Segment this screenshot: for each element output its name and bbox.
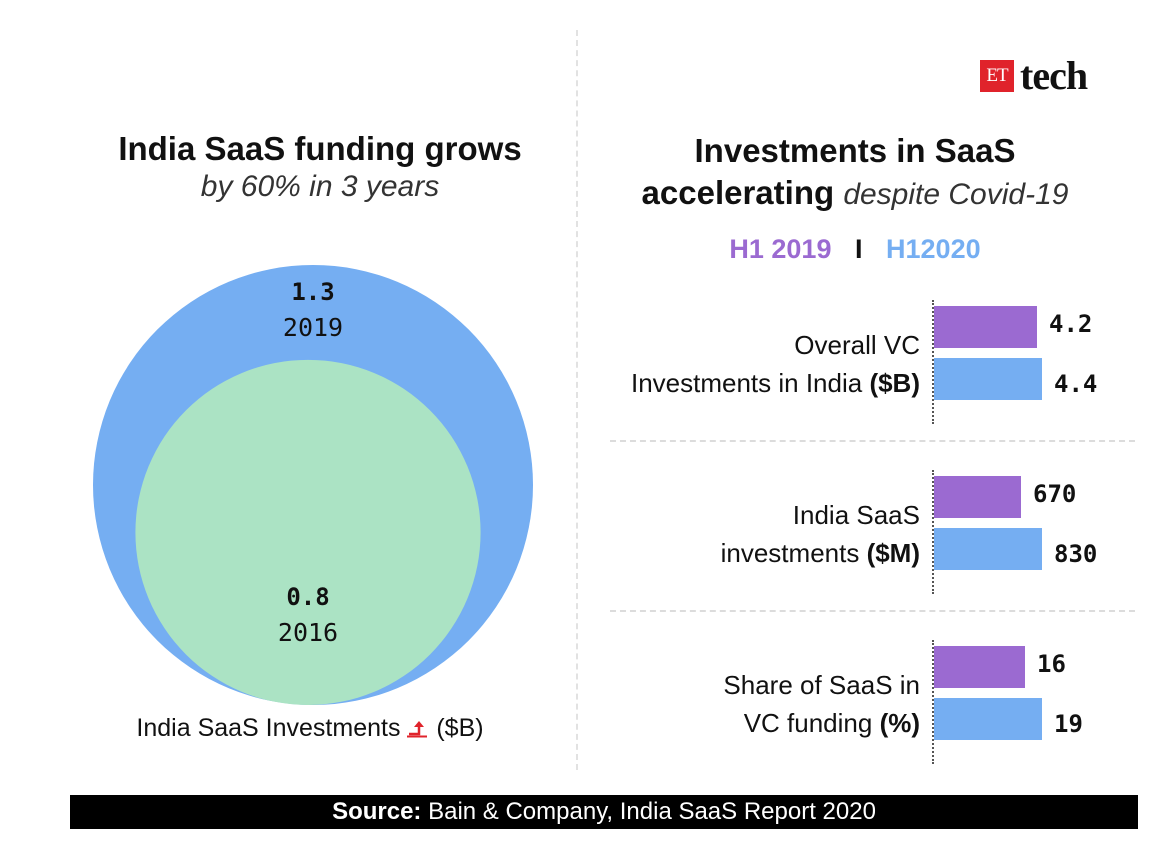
- bar-0-0: [934, 306, 1037, 348]
- legend-h1-2020: H12020: [886, 234, 981, 264]
- left-chart-subtitle: by 60% in 3 years: [200, 170, 440, 203]
- group-separator: [610, 440, 1135, 442]
- source-text: Bain & Company, India SaaS Report 2020: [428, 798, 876, 825]
- legend-h1-2019: H1 2019: [729, 234, 832, 264]
- group-label-0: Overall VC Investments in India ($B): [580, 326, 920, 402]
- right-title-italic: despite Covid-19: [843, 178, 1069, 211]
- group-label-line2: investments ($M): [720, 538, 920, 568]
- group-axis: [932, 470, 934, 594]
- group-label-2: Share of SaaS in VC funding (%): [580, 666, 920, 742]
- group-axis: [932, 300, 934, 424]
- bubble-year-2016: 2016: [278, 618, 338, 647]
- bubble-chart: 1.3 2019 0.8 2016: [93, 265, 533, 705]
- bar-chart: Overall VC Investments in India ($B) 4.2 4.…: [580, 290, 1140, 764]
- bubble-value-2019: 1.3: [291, 278, 334, 306]
- caption-text: India SaaS Investments: [136, 714, 401, 742]
- bar-0-1: [934, 358, 1042, 400]
- group-label-line1: India SaaS: [792, 500, 920, 530]
- group-label-line1: Share of SaaS in: [723, 670, 920, 700]
- bar-1-1: [934, 528, 1042, 570]
- bar-value-1-1: 830: [1054, 540, 1098, 568]
- group-label-line1: Overall VC: [794, 330, 920, 360]
- group-axis: [932, 640, 934, 764]
- source-label: Source:: [332, 798, 422, 825]
- bar-value-1-0: 670: [1033, 480, 1077, 508]
- bar-value-0-1: 4.4: [1054, 370, 1098, 398]
- brand-logo-word: tech: [1020, 53, 1088, 98]
- bar-value-2-0: 16: [1037, 650, 1066, 678]
- right-title-bold: accelerating: [641, 174, 835, 211]
- bubble-chart-caption: India SaaS Investments ($B): [60, 714, 560, 743]
- group-label-line2: Investments in India ($B): [630, 368, 920, 398]
- right-title-line1: Investments in SaaS: [694, 132, 1016, 169]
- group-unit: ($B): [869, 368, 920, 398]
- bar-value-0-0: 4.2: [1049, 310, 1093, 338]
- right-title-line2: accelerating despite Covid-19: [600, 172, 1110, 216]
- caption-unit: ($B): [436, 714, 484, 742]
- panel-divider: [576, 30, 578, 770]
- left-chart-title: India SaaS funding grows: [118, 130, 522, 167]
- group-label-line2: VC funding (%): [743, 708, 920, 738]
- group-separator: [610, 610, 1135, 612]
- bar-2-1: [934, 698, 1042, 740]
- bubble-value-2016: 0.8: [286, 583, 329, 611]
- group-unit: (%): [879, 708, 920, 738]
- group-label-1: India SaaS investments ($M): [580, 496, 920, 572]
- legend-separator: I: [854, 234, 863, 264]
- brand-logo-box: ET: [980, 60, 1014, 92]
- bar-1-0: [934, 476, 1021, 518]
- bar-2-0: [934, 646, 1025, 688]
- source-bar: Source: Bain & Company, India SaaS Repor…: [70, 795, 1138, 829]
- bar-value-2-1: 19: [1054, 710, 1083, 738]
- right-chart-title: Investments in SaaS accelerating despite…: [600, 130, 1110, 216]
- growth-arrow-icon: [407, 721, 428, 738]
- bubble-2016: [135, 359, 481, 705]
- group-unit: ($M): [866, 538, 920, 568]
- chart-legend: H1 2019 I H12020: [600, 234, 1110, 265]
- bubble-year-2019: 2019: [283, 313, 343, 342]
- brand-logo: ET tech: [980, 53, 1088, 98]
